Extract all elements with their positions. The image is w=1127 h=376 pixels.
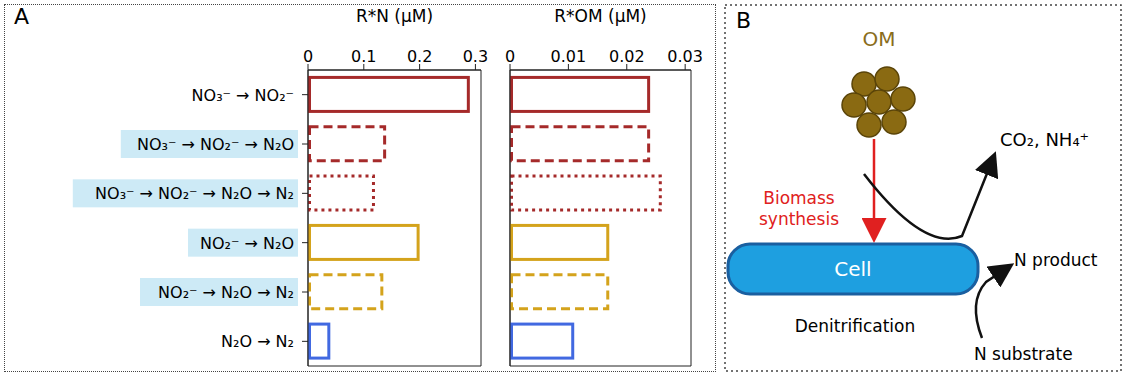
svg-text:N substrate: N substrate [974, 344, 1073, 364]
svg-text:0.01: 0.01 [551, 47, 587, 66]
svg-text:0.2: 0.2 [407, 47, 432, 66]
svg-text:0.3: 0.3 [463, 47, 488, 66]
svg-text:NO₃⁻ → NO₂⁻: NO₃⁻ → NO₂⁻ [192, 86, 294, 105]
svg-text:CO₂, NH₄⁺: CO₂, NH₄⁺ [1000, 129, 1089, 150]
svg-text:Biomass: Biomass [763, 188, 835, 208]
svg-text:R*N (μM): R*N (μM) [356, 6, 433, 26]
svg-text:N product: N product [1014, 250, 1098, 270]
svg-text:0.02: 0.02 [609, 47, 645, 66]
svg-text:B: B [736, 8, 751, 33]
svg-text:R*OM (μM): R*OM (μM) [554, 6, 647, 26]
svg-text:N₂O → N₂: N₂O → N₂ [221, 332, 294, 351]
svg-text:NO₃⁻ → NO₂⁻ → N₂O: NO₃⁻ → NO₂⁻ → N₂O [137, 135, 294, 154]
svg-text:NO₂⁻ → N₂O → N₂: NO₂⁻ → N₂O → N₂ [158, 283, 294, 302]
svg-text:0: 0 [505, 47, 515, 66]
svg-text:NO₃⁻ → NO₂⁻ → N₂O → N₂: NO₃⁻ → NO₂⁻ → N₂O → N₂ [95, 184, 294, 203]
svg-text:synthesis: synthesis [759, 209, 839, 229]
svg-text:0.03: 0.03 [667, 47, 703, 66]
svg-text:OM: OM [863, 27, 896, 51]
svg-text:0.1: 0.1 [351, 47, 376, 66]
svg-text:Denitrification: Denitrification [795, 316, 915, 336]
svg-text:Cell: Cell [834, 257, 871, 281]
html-text:A: A [14, 4, 30, 29]
svg-text:NO₂⁻ → N₂O: NO₂⁻ → N₂O [200, 234, 294, 253]
svg-text:0: 0 [303, 47, 313, 66]
